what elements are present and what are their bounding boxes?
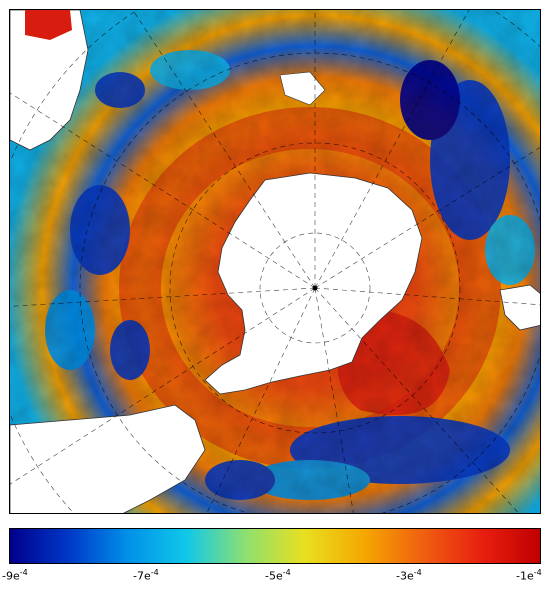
colorbar-gradient bbox=[10, 529, 540, 563]
south-pole-marker bbox=[312, 285, 318, 291]
map-panel bbox=[9, 9, 541, 514]
graticule bbox=[10, 10, 540, 513]
island bbox=[279, 71, 326, 106]
colorbar-label-1: -7e-4 bbox=[133, 568, 159, 583]
south-america-landmass bbox=[10, 10, 89, 151]
polar-field-map bbox=[10, 10, 540, 513]
australia-landmass bbox=[10, 404, 206, 513]
colorbar-tick-labels: -9e-4 -7e-4 -5e-4 -3e-4 -1e-4 bbox=[0, 568, 550, 588]
colorbar-label-0: -9e-4 bbox=[2, 568, 28, 583]
antarctica-landmass bbox=[204, 172, 423, 395]
colorbar-label-3: -3e-4 bbox=[396, 568, 422, 583]
colorbar-label-2: -5e-4 bbox=[265, 568, 291, 583]
africa-landmass bbox=[499, 284, 540, 331]
colorbar-label-4: -1e-4 bbox=[516, 568, 542, 583]
colorbar bbox=[9, 528, 541, 564]
